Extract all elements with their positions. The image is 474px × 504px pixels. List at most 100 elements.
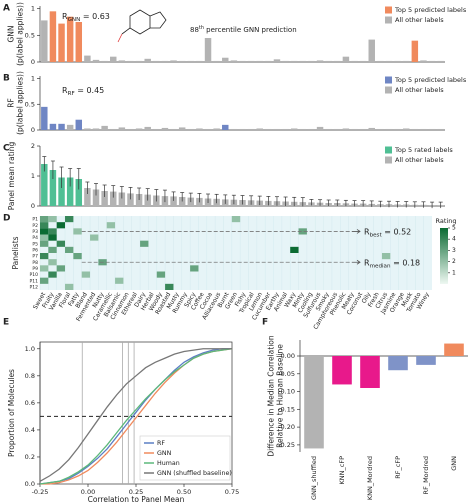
bar — [351, 60, 358, 62]
annotation-sub: RF — [68, 91, 75, 97]
colorbar-label: 3 — [452, 247, 456, 254]
bar — [402, 128, 410, 130]
heatmap-cell — [290, 246, 299, 253]
bar — [342, 128, 350, 130]
heatmap-cell — [381, 253, 391, 260]
bar — [41, 106, 48, 130]
bar — [359, 128, 367, 130]
bar — [178, 60, 186, 62]
legend-label: GNN — [157, 450, 172, 457]
y-axis-label: Relative to Human Baseline — [276, 344, 285, 448]
legend-swatch — [385, 146, 392, 154]
heatmap-bg — [40, 216, 432, 290]
bar — [92, 189, 100, 206]
y-tick-label: 0 — [31, 58, 35, 66]
heatmap-cell — [40, 228, 49, 235]
legend-swatch — [385, 6, 392, 14]
panel-letter: E — [3, 318, 9, 328]
bar — [110, 128, 117, 130]
colorbar-title: Rating — [436, 217, 457, 225]
bar — [118, 192, 126, 206]
legend-swatch — [385, 86, 392, 94]
annotation-text: R — [62, 86, 68, 95]
bar — [325, 60, 332, 62]
annotation: RGNN = 0.63 — [62, 12, 110, 23]
bar — [127, 128, 134, 130]
bar — [428, 128, 436, 130]
bar — [187, 128, 195, 130]
bar — [385, 60, 393, 62]
y-tick-label: 0 — [31, 202, 35, 210]
bar — [84, 188, 91, 206]
y-tick-label: -0.05 — [278, 370, 295, 378]
heatmap-cell — [73, 253, 82, 260]
panel-letter: A — [3, 4, 10, 14]
legend-label: Human — [157, 460, 180, 467]
x-tick-label: 0.25 — [129, 488, 143, 496]
legend-label: All other labels — [395, 86, 444, 94]
bar — [161, 60, 169, 62]
bar — [282, 128, 289, 130]
bar — [325, 128, 332, 130]
heatmap-cell — [140, 240, 149, 247]
colorbar-label: 2 — [452, 258, 456, 265]
bar — [247, 60, 255, 62]
legend-label: GNN (shuffled baseline) — [157, 470, 232, 477]
heatmap-cell — [40, 216, 49, 223]
annotation-rest: = 0.45 — [75, 86, 105, 95]
bar — [332, 356, 352, 385]
y-axis-label: (p(label applies)) — [16, 2, 25, 66]
bar — [359, 60, 367, 62]
panel-letter: B — [3, 74, 10, 84]
bar — [299, 60, 307, 62]
bar — [411, 128, 419, 130]
bar — [135, 128, 143, 130]
annotation-sub: GNN — [68, 17, 81, 23]
colorbar-label: 5 — [452, 225, 456, 232]
panel-letter: C — [3, 144, 10, 154]
bar — [170, 60, 177, 62]
bar — [66, 124, 74, 130]
bar — [222, 124, 229, 130]
bar — [256, 60, 263, 62]
y-tick-label: 0.0 — [25, 480, 35, 488]
bar — [118, 127, 126, 130]
heatmap-cell — [115, 277, 124, 284]
row-label: P3 — [32, 229, 38, 235]
colorbar-label: 4 — [452, 236, 456, 243]
x-tick-label: 0.00 — [81, 488, 95, 496]
y-tick-label: 1 — [31, 172, 35, 180]
heatmap-cell — [165, 283, 174, 290]
bar — [58, 177, 65, 206]
bar — [58, 23, 65, 63]
heatmap-cell — [40, 277, 49, 284]
bar — [437, 60, 444, 62]
bar — [153, 128, 160, 130]
legend-label: Top 5 rated labels — [394, 146, 453, 154]
y-tick-label: 0.00 — [281, 352, 295, 360]
bar — [428, 60, 436, 62]
legend-swatch — [385, 16, 392, 24]
annotation-text: 88 — [190, 26, 199, 34]
heatmap-cell — [190, 265, 199, 272]
bar — [213, 60, 220, 62]
heatmap-cell — [40, 234, 49, 241]
bar — [110, 56, 117, 62]
y-tick-label: -0.20 — [278, 423, 295, 431]
x-tick-label: GNN — [450, 456, 458, 471]
row-label: P6 — [32, 247, 38, 253]
bar — [316, 60, 324, 62]
bar — [170, 196, 177, 206]
bar — [92, 59, 100, 62]
annotation: 88th percentile GNN prediction — [190, 25, 297, 35]
bar — [334, 128, 341, 130]
bar — [377, 60, 384, 62]
x-tick-label: 0.75 — [225, 488, 239, 496]
bar — [41, 20, 48, 62]
bar — [170, 128, 177, 130]
bar — [230, 128, 238, 130]
bar — [273, 128, 281, 130]
bar — [290, 60, 298, 62]
heatmap-cell — [56, 265, 66, 272]
